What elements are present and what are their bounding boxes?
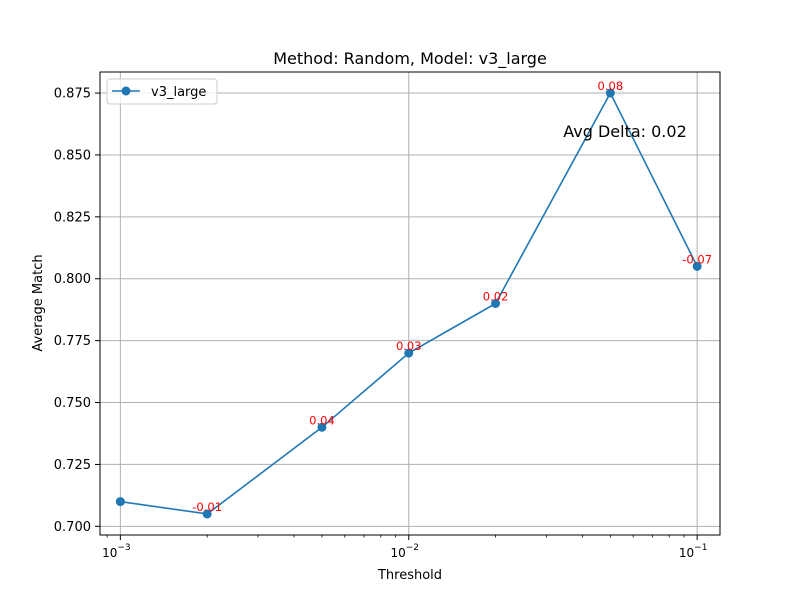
legend-marker [121,86,131,96]
chart-title: Method: Random, Model: v3_large [273,49,547,69]
delta-label: -0.01 [192,500,222,514]
data-point [202,509,212,519]
data-point [115,497,125,507]
plot-frame [99,71,721,536]
avg-delta-annotation: Avg Delta: 0.02 [563,122,687,141]
legend-label: v3_large [151,85,206,100]
delta-label: -0.07 [682,252,712,266]
y-tick-label: 0.750 [54,396,91,411]
delta-label: 0.03 [396,339,422,353]
axes: 10−3 10−2 10−10.7000.7250.7500.7750.8000.8… [54,71,721,560]
y-tick-label: 0.775 [54,334,91,349]
data-point [605,88,615,98]
legend: v3_large [106,78,218,105]
data-point [404,348,414,358]
y-tick-label: 0.875 [54,87,91,102]
y-tick-label: 0.725 [54,458,91,473]
delta-label: 0.02 [483,290,509,304]
x-axis-label: Threshold [377,568,442,583]
grid [100,72,720,535]
delta-label: 0.08 [598,79,624,93]
y-axis-label: Average Match [31,254,46,351]
y-tick-label: 0.850 [54,148,91,163]
y-tick-label: 0.700 [54,520,91,535]
data-point [317,422,327,432]
legend-box [106,78,218,105]
y-tick-label: 0.825 [54,210,91,225]
series [115,88,702,519]
point-labels: -0.01 0.04 0.03 0.02 0.08 -0.07 [192,79,712,514]
data-point [692,261,702,271]
data-point [491,299,501,308]
delta-label: 0.04 [309,413,335,427]
y-tick-label: 0.800 [54,272,91,287]
